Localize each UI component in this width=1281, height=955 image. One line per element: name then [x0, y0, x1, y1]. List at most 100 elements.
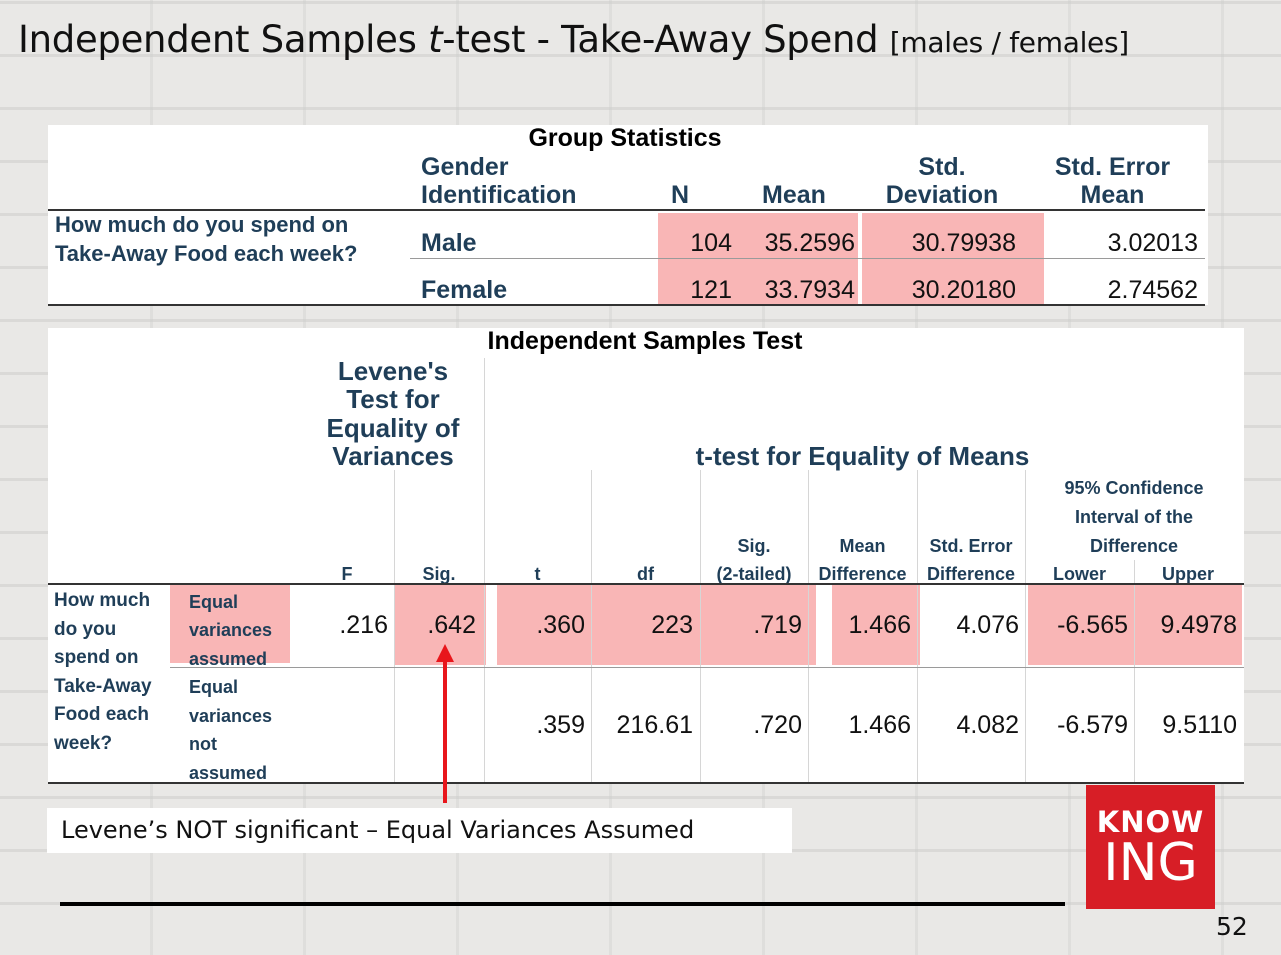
levene-header-l2: Test for	[346, 384, 440, 414]
levene-header-l3: Equality of	[326, 413, 460, 443]
row2-t: .359	[536, 711, 585, 739]
col-header-df: df	[637, 564, 654, 584]
col-header-sed-l1: Std. Error	[929, 536, 1013, 556]
gs-header-group-l1: Gender	[421, 153, 509, 181]
arrow-up-icon	[436, 644, 454, 803]
gs-question-l2: Take-Away Food each week?	[55, 241, 358, 266]
title-rest: -test - Take-Away Spend	[442, 18, 890, 61]
ist-vline	[394, 470, 395, 782]
ist-highlight-label	[170, 585, 290, 663]
footer-rule	[60, 902, 1065, 906]
ist-vline	[808, 470, 809, 782]
gs-row-male-group: Male	[421, 229, 477, 257]
gs-row-female-mean: 33.7934	[764, 276, 855, 304]
ist-question-line: spend on	[54, 647, 139, 668]
ist-question-line: week?	[54, 733, 113, 754]
col-header-lower: Lower	[1052, 564, 1106, 584]
row1-label-line: Equal	[189, 592, 239, 612]
ci-header-l3: Difference	[1089, 536, 1179, 556]
ci-header-l1: 95% Confidence	[1064, 478, 1204, 498]
row2-md: 1.466	[848, 711, 911, 739]
row1-label-line: assumed	[189, 649, 268, 669]
row2-label-line: Equal	[189, 677, 239, 697]
gs-row-female-group: Female	[421, 276, 508, 304]
col-header-md-l1: Mean	[839, 536, 886, 556]
ist-vline	[484, 358, 485, 782]
levene-header-l1: Levene's	[337, 356, 449, 386]
gs-highlight-n-mean	[658, 213, 858, 305]
ist-highlight-ci	[1028, 585, 1242, 665]
gs-header-se-l1: Std. Error	[1054, 153, 1171, 181]
independent-test-panel	[48, 328, 1244, 784]
gs-rule-mid	[410, 258, 1205, 259]
gs-header-mean: Mean	[762, 181, 826, 209]
row1-f: .216	[339, 611, 388, 639]
independent-test-title: Independent Samples Test	[487, 327, 803, 355]
gs-header-n: N	[671, 181, 690, 209]
ist-highlight-t-df-sig2	[497, 585, 816, 665]
ist-question-line: Take-Away	[54, 676, 152, 697]
gs-row-male-n: 104	[690, 229, 732, 257]
gs-question-l1: How much do you spend on	[55, 212, 349, 237]
gs-highlight-sd	[862, 213, 1044, 305]
gs-header-se-l2: Mean	[1080, 181, 1145, 209]
gs-row-female-sd: 30.20180	[911, 276, 1016, 304]
row2-sig2: .720	[753, 711, 802, 739]
col-header-f: F	[341, 564, 353, 584]
gs-header-group-l2: Identification	[421, 181, 577, 209]
ist-vline	[591, 470, 592, 782]
row2-df: 216.61	[616, 711, 693, 739]
title-bracket: [males / females]	[889, 26, 1129, 59]
ist-highlight-sig	[394, 585, 486, 665]
gs-rule-bottom	[48, 304, 1205, 306]
ist-question-line: Food each	[54, 704, 150, 725]
row1-sig2: .719	[753, 611, 802, 639]
ist-highlight-md	[832, 585, 920, 665]
ist-vline	[1025, 470, 1026, 782]
knowing-logo: KNOW ING	[1086, 785, 1215, 909]
ist-vline	[917, 470, 918, 782]
gs-row-male-sd: 30.79938	[911, 229, 1016, 257]
title-italic-t: t	[428, 18, 443, 61]
row2-upper: 9.5110	[1162, 711, 1237, 739]
row2-lower: -6.579	[1057, 711, 1128, 739]
gs-header-sd-l1: Std.	[918, 153, 966, 181]
row1-lower: -6.565	[1057, 611, 1128, 639]
row1-label-line: variances	[189, 620, 273, 640]
levene-note: Levene’s NOT significant – Equal Varianc…	[47, 808, 792, 853]
logo-top-text: KNOW	[1096, 805, 1205, 839]
row1-sig: .642	[427, 611, 476, 639]
row2-label-line: assumed	[189, 763, 268, 783]
row1-upper: 9.4978	[1160, 611, 1237, 639]
ist-question-line: How much	[54, 590, 151, 611]
title-main: Independent Samples	[18, 18, 429, 61]
row2-sed: 4.082	[956, 711, 1019, 739]
gs-row-female-n: 121	[690, 276, 732, 304]
ist-question-line: do you	[54, 619, 117, 640]
row2-label-line: variances	[189, 706, 273, 726]
page-number: 52	[1216, 912, 1248, 941]
gs-row-male-se: 3.02013	[1107, 229, 1198, 257]
col-header-sig2-l2: (2-tailed)	[716, 564, 792, 584]
ist-rule-mid	[170, 667, 1244, 668]
levene-header-l4: Variances	[332, 441, 454, 471]
ist-vline	[1134, 560, 1135, 782]
ttest-header: t-test for Equality of Means	[695, 441, 1030, 471]
col-header-md-l2: Difference	[818, 564, 907, 584]
gs-header-sd-l2: Deviation	[885, 181, 999, 209]
col-header-sig2-l1: Sig.	[737, 536, 771, 556]
ist-vline	[700, 470, 701, 782]
row1-sed: 4.076	[956, 611, 1019, 639]
row2-label-line: not	[189, 734, 217, 754]
row1-t: .360	[536, 611, 585, 639]
col-header-sed-l2: Difference	[926, 564, 1016, 584]
col-header-t: t	[534, 564, 541, 584]
gs-row-male-mean: 35.2596	[764, 229, 855, 257]
slide-title: Independent Samples t-test - Take-Away S…	[18, 18, 1129, 61]
col-header-sig: Sig.	[422, 564, 456, 584]
group-statistics-title: Group Statistics	[528, 124, 722, 152]
gs-row-female-se: 2.74562	[1107, 276, 1198, 304]
ist-rule-bottom	[48, 782, 1244, 784]
gs-rule-top	[48, 209, 1205, 211]
row1-md: 1.466	[848, 611, 911, 639]
